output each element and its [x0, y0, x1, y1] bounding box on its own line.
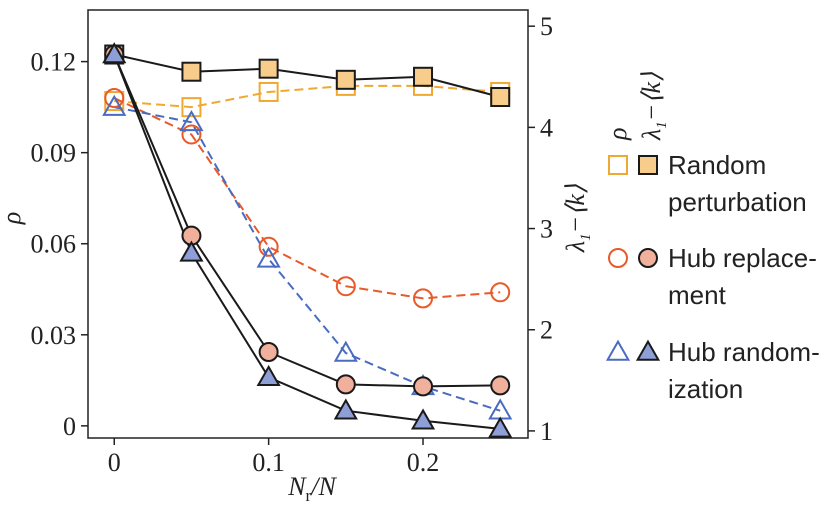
data-point-filled	[258, 58, 279, 79]
data-point-filled	[413, 376, 434, 397]
data-point-open	[102, 94, 127, 116]
right-tick-label: 5	[540, 12, 553, 41]
x-axis-label: Nr/N	[287, 472, 337, 505]
legend-marker-open	[608, 155, 628, 175]
data-point-filled	[335, 69, 356, 90]
legend-label: Hub replace-	[668, 243, 817, 273]
legend-label: ization	[668, 374, 743, 404]
right-tick-label: 2	[540, 316, 553, 345]
x-tick-label: 0.1	[252, 448, 285, 477]
data-point-filled	[179, 240, 204, 262]
data-point-filled	[256, 364, 281, 387]
x-tick-label: 0.2	[407, 448, 440, 477]
right-axis-label: λ1−⟨k⟩	[561, 184, 594, 253]
data-point-open	[335, 276, 356, 297]
data-point-open	[181, 124, 202, 145]
legend-marker-open	[608, 248, 628, 268]
x-tick-label: 0	[108, 448, 121, 477]
series-line	[113, 97, 501, 300]
left-tick-label: 0.09	[31, 139, 77, 168]
data-point-filled	[333, 398, 358, 420]
legend-header-lambda: λ1−⟨k⟩	[637, 72, 670, 141]
left-axis-label: ρ	[0, 212, 26, 225]
plot-frame	[87, 9, 529, 439]
data-point-filled	[102, 42, 127, 64]
legend-label: Hub random-	[668, 337, 820, 367]
data-point-open	[258, 81, 279, 102]
legend-marker-filled	[635, 339, 661, 361]
legend-label: Random	[668, 150, 766, 180]
right-tick-label: 3	[540, 215, 553, 244]
series-line	[113, 54, 501, 430]
legend-marker-open	[605, 339, 631, 361]
data-point-filled	[410, 408, 436, 430]
data-point-filled	[488, 416, 513, 438]
series-line	[113, 53, 501, 98]
markers-layer	[102, 42, 513, 438]
ticks-layer: 0 0.1 0.2 0 0.03 0.06 0.09 0.12 1 2 3 4 5	[31, 12, 554, 477]
data-point-open	[258, 236, 279, 257]
data-point-open	[179, 109, 204, 132]
series-line	[114, 106, 501, 412]
left-tick-label: 0.06	[31, 230, 77, 259]
right-tick-label: 1	[540, 417, 553, 446]
left-tick-label: 0.12	[31, 48, 77, 77]
data-point-open	[181, 97, 202, 118]
lines-layer	[113, 53, 501, 430]
legend: ρ λ1−⟨k⟩ Random perturbation Hub replace-men…	[603, 72, 820, 404]
data-point-open	[104, 88, 125, 109]
legend-header-rho: ρ	[603, 128, 632, 141]
data-point-open	[490, 282, 511, 303]
data-point-filled	[335, 374, 356, 395]
data-point-open	[256, 246, 281, 268]
data-point-filled	[181, 61, 202, 82]
svg-text:λ1−⟨k⟩: λ1−⟨k⟩	[561, 184, 594, 253]
right-tick-label: 4	[540, 113, 553, 142]
data-point-filled	[258, 341, 279, 362]
data-point-filled	[490, 87, 511, 108]
data-point-filled	[413, 66, 434, 87]
left-tick-label: 0.03	[31, 321, 77, 350]
left-tick-label: 0	[63, 412, 76, 441]
data-point-open	[333, 340, 358, 362]
legend-marker-filled	[638, 248, 658, 268]
data-point-filled	[490, 375, 511, 396]
series-line	[113, 54, 501, 388]
legend-label: ment	[668, 280, 727, 310]
data-point-open	[413, 288, 434, 309]
data-point-open	[488, 398, 513, 420]
series-line	[114, 84, 501, 109]
legend-label: perturbation	[668, 187, 807, 217]
legend-marker-filled	[638, 155, 658, 175]
